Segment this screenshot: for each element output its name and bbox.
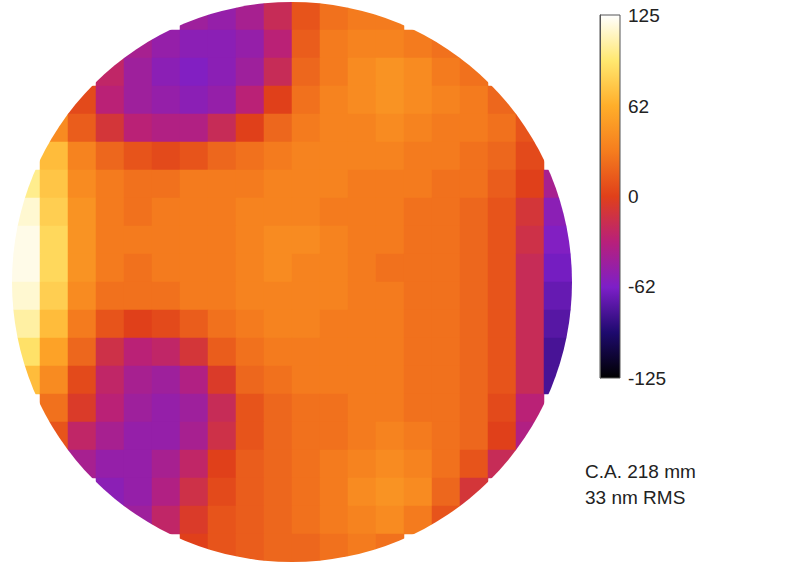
svg-text:C.A. 218 mm: C.A. 218 mm: [585, 461, 696, 482]
svg-text:33 nm RMS: 33 nm RMS: [585, 487, 685, 508]
svg-text:-125: -125: [628, 368, 666, 389]
svg-text:62: 62: [628, 96, 649, 117]
svg-text:0: 0: [628, 186, 639, 207]
svg-text:125: 125: [628, 5, 660, 26]
svg-text:-62: -62: [628, 276, 655, 297]
